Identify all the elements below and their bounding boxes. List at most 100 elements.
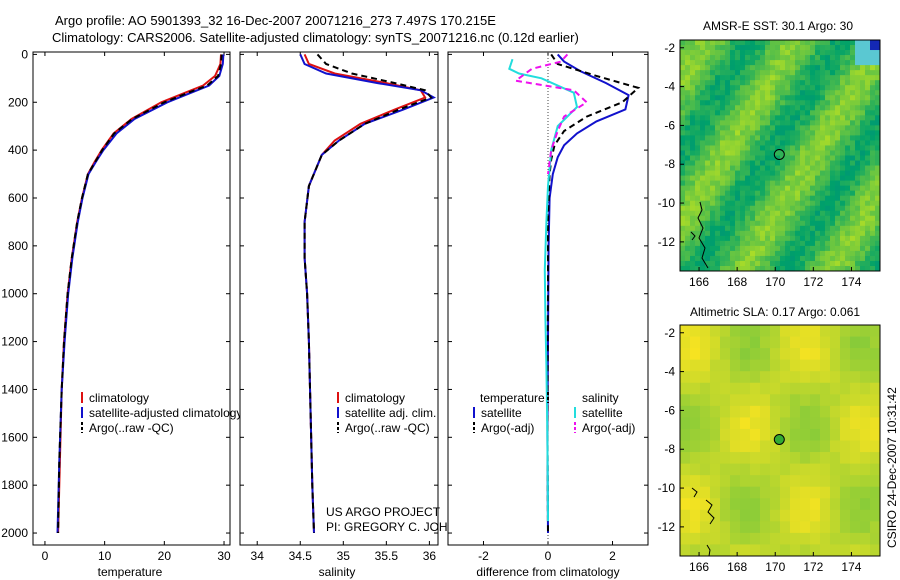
sst-cell (685, 210, 691, 217)
sla-cell (780, 475, 791, 488)
sst-cell (695, 175, 701, 182)
sst-cell (805, 145, 811, 151)
y-tick-label: -2 (664, 41, 675, 55)
sst-cell (800, 145, 806, 151)
sst-cell (720, 195, 726, 202)
sla-cell (780, 417, 791, 430)
sst-cell (795, 260, 801, 267)
sst-cell (735, 155, 741, 161)
sst-cell (860, 260, 866, 267)
sst-cell (795, 140, 801, 146)
sst-cell (745, 90, 751, 96)
sst-cell (690, 100, 696, 106)
sst-cell (780, 120, 786, 126)
sst-cell (830, 225, 836, 232)
sst-cell (810, 225, 816, 232)
sst-cell (815, 75, 821, 81)
sst-cell (820, 140, 826, 146)
sst-cell (740, 250, 746, 257)
sst-cell (870, 220, 876, 227)
sst-cell (755, 200, 761, 207)
sst-cell (855, 100, 861, 106)
sst-cell (810, 80, 816, 86)
sla-cell (690, 348, 701, 361)
sst-cell (875, 175, 880, 182)
sst-cell (875, 45, 880, 51)
sst-cell (850, 55, 856, 61)
sst-cell (705, 65, 711, 71)
sla-cell (820, 371, 831, 384)
sst-cell (700, 215, 706, 222)
y-tick-label: -12 (658, 235, 676, 249)
sst-cell (840, 85, 846, 91)
sst-cell (695, 145, 701, 151)
sst-cell (810, 265, 816, 271)
sst-cell (735, 60, 741, 66)
sst-cell (695, 115, 701, 121)
sla-cell (730, 440, 741, 453)
sst-cell (750, 40, 756, 46)
sla-cell (680, 463, 691, 476)
sst-cell (790, 150, 796, 156)
sla-cell (840, 428, 851, 441)
sst-cell (730, 255, 736, 262)
sst-cell (700, 250, 706, 257)
sst-cell (800, 60, 806, 66)
sst-cell (735, 160, 741, 166)
sst-cell (715, 115, 721, 121)
sla-cell (820, 475, 831, 488)
sst-cell (790, 260, 796, 267)
sst-cell (860, 50, 866, 56)
x-tick-label: 174 (841, 275, 861, 289)
sst-cell (780, 185, 786, 192)
sst-cell (715, 60, 721, 66)
sst-cell (845, 145, 851, 151)
sla-cell (770, 440, 781, 453)
sst-cell (875, 240, 880, 247)
sst-cell (790, 205, 796, 212)
sst-cell (840, 120, 846, 126)
sst-cell (770, 140, 776, 146)
sst-cell (735, 165, 741, 171)
sst-cell (820, 205, 826, 212)
sla-cell (720, 359, 731, 372)
sst-cell (730, 185, 736, 192)
sst-cell (710, 155, 716, 161)
sst-cell (875, 125, 880, 131)
sla-cell (800, 452, 811, 464)
sla-cell (710, 371, 721, 384)
sla-cell (730, 452, 741, 464)
sst-cell (785, 60, 791, 66)
sst-cell (720, 65, 726, 71)
sst-cell (815, 90, 821, 96)
sst-cell (825, 90, 831, 96)
sst-cell (875, 80, 880, 86)
sst-cell (820, 115, 826, 121)
sst-cell (730, 55, 736, 61)
sst-cell (740, 130, 746, 136)
sst-cell (685, 215, 691, 222)
sst-cell (775, 160, 781, 166)
sst-cell (845, 260, 851, 267)
sla-cell (760, 452, 771, 464)
sst-cell (755, 80, 761, 86)
sst-cell (680, 150, 686, 156)
sst-cell (735, 115, 741, 121)
sst-cell (680, 225, 686, 232)
sst-cell (820, 50, 826, 56)
sst-cell (780, 90, 786, 96)
sla-cell (750, 509, 761, 522)
sst-cell (690, 220, 696, 227)
sla-cell (720, 428, 731, 441)
sst-cell (775, 215, 781, 222)
sst-cell (855, 255, 861, 262)
sst-cell (870, 215, 876, 222)
sla-cell (820, 428, 831, 441)
x-tick-label: 0 (545, 549, 552, 563)
sst-cell (835, 100, 841, 106)
sla-cell (760, 382, 771, 395)
sla-cell (800, 428, 811, 441)
sst-cell (775, 70, 781, 76)
sst-cell (810, 145, 816, 151)
legend-sal-argo-label: Argo(-adj) (582, 421, 635, 435)
